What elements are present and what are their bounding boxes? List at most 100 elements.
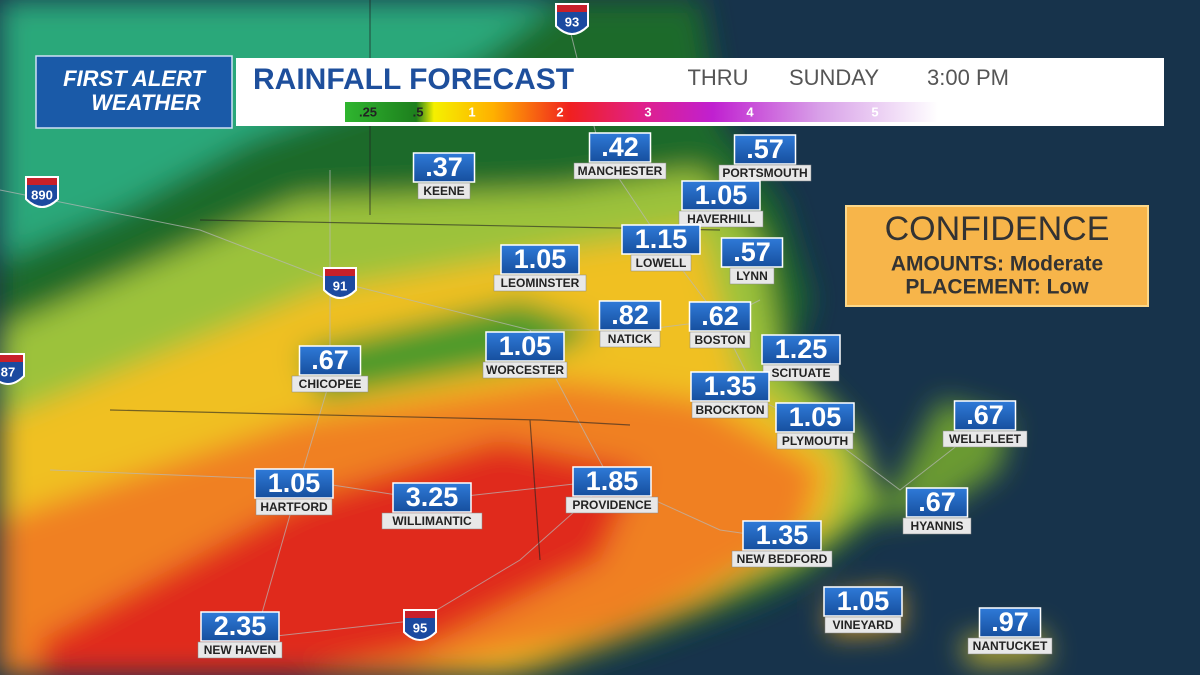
city-name: PLYMOUTH — [782, 434, 848, 448]
rain-value-box — [690, 371, 770, 402]
confidence-line: PLACEMENT: Low — [905, 276, 1089, 299]
city-label-box — [689, 331, 751, 349]
rain-value-box — [775, 402, 855, 433]
rain-value: .67 — [311, 345, 349, 375]
highway-shield-top — [27, 178, 57, 185]
highway-number: 91 — [333, 278, 347, 293]
scale-label: 3 — [644, 104, 651, 119]
rain-value-box — [823, 586, 903, 617]
city-name: HYANNIS — [911, 519, 964, 533]
rain-value-box — [598, 300, 662, 331]
rain-value-box — [412, 152, 476, 183]
rain-value-box — [733, 134, 797, 165]
rain-value-box — [200, 611, 280, 642]
rain-value: .57 — [746, 134, 784, 164]
logo-text: FIRST ALERT — [63, 66, 206, 91]
city-label-box — [678, 210, 764, 228]
rain-value: 1.05 — [499, 331, 552, 361]
rain-value-box — [905, 487, 969, 518]
confidence-line: AMOUNTS: Moderate — [891, 253, 1103, 276]
header-day: SUNDAY — [789, 65, 879, 90]
scale-label: 5 — [871, 104, 878, 119]
city-label-box — [776, 432, 854, 450]
rain-value: .97 — [991, 607, 1029, 637]
rain-value-box — [500, 244, 580, 275]
city-name: PROVIDENCE — [572, 498, 651, 512]
rain-value-box — [742, 520, 822, 551]
rain-value-box — [978, 607, 1042, 638]
city-label-box — [729, 267, 775, 285]
highway-shield-top — [405, 611, 435, 618]
city-label-box — [493, 274, 587, 292]
rain-value: .37 — [425, 152, 463, 182]
scale-label: 4 — [746, 104, 754, 119]
header-thru: THRU — [687, 65, 748, 90]
rain-value-box — [720, 237, 784, 268]
city-label-box — [967, 637, 1053, 655]
rain-value: 1.05 — [789, 402, 842, 432]
scale-label: .25 — [359, 104, 377, 119]
rain-value: 1.35 — [704, 371, 757, 401]
city-label-box — [573, 162, 667, 180]
logo-block — [35, 55, 233, 129]
city-label-box — [824, 616, 902, 634]
highway-shield-top — [0, 355, 23, 362]
city-name: WELLFLEET — [949, 432, 1022, 446]
rain-value-box — [254, 468, 334, 499]
rain-value-box — [298, 345, 362, 376]
city-name: NEW BEDFORD — [737, 552, 828, 566]
city-name: HARTFORD — [260, 500, 328, 514]
rain-value-box — [681, 180, 761, 211]
city-label-box — [565, 496, 659, 514]
city-name: NANTUCKET — [973, 639, 1048, 653]
rain-value-box — [761, 334, 841, 365]
city-label-box — [417, 182, 471, 200]
city-name: SCITUATE — [771, 366, 830, 380]
scale-label: .5 — [413, 104, 424, 119]
rain-value: 3.25 — [406, 482, 459, 512]
rain-value: .62 — [701, 301, 739, 331]
highway-number: 87 — [1, 364, 15, 379]
rain-value-box — [688, 301, 752, 332]
city-label-box — [731, 550, 833, 568]
highway-shield-top — [325, 269, 355, 276]
city-label-box — [630, 254, 692, 272]
city-name: LOWELL — [636, 256, 687, 270]
city-label-box — [942, 430, 1028, 448]
rain-value: 1.25 — [775, 334, 828, 364]
city-name: CHICOPEE — [299, 377, 362, 391]
logo-text: WEATHER — [91, 90, 201, 115]
city-name: NATICK — [608, 332, 653, 346]
city-name: WILLIMANTIC — [392, 514, 472, 528]
city-label-box — [691, 401, 769, 419]
rain-value: .57 — [733, 237, 771, 267]
city-name: LYNN — [736, 269, 768, 283]
city-label-box — [381, 512, 483, 530]
rain-value-box — [588, 132, 652, 163]
city-name: NEW HAVEN — [204, 643, 276, 657]
city-name: WORCESTER — [486, 363, 564, 377]
rain-value-box — [953, 400, 1017, 431]
highway-number: 890 — [31, 187, 53, 202]
rain-value-box — [485, 331, 565, 362]
rain-value: .67 — [918, 487, 956, 517]
city-label-box — [902, 517, 972, 535]
rain-value: .42 — [601, 132, 639, 162]
highway-number: 95 — [413, 620, 427, 635]
city-label-box — [291, 375, 369, 393]
rain-value: 2.35 — [214, 611, 267, 641]
rain-value: .82 — [611, 300, 649, 330]
rain-value: 1.05 — [268, 468, 321, 498]
highway-shield-top — [557, 5, 587, 12]
rain-value-box — [392, 482, 472, 513]
rain-value: 1.05 — [514, 244, 567, 274]
city-name: BOSTON — [694, 333, 745, 347]
city-name: HAVERHILL — [687, 212, 755, 226]
color-scale — [345, 102, 938, 122]
city-label-box — [599, 330, 661, 348]
city-name: PORTSMOUTH — [722, 166, 807, 180]
rain-value-box — [572, 466, 652, 497]
rain-value-box — [621, 224, 701, 255]
rain-value: 1.85 — [586, 466, 639, 496]
city-name: BROCKTON — [695, 403, 764, 417]
